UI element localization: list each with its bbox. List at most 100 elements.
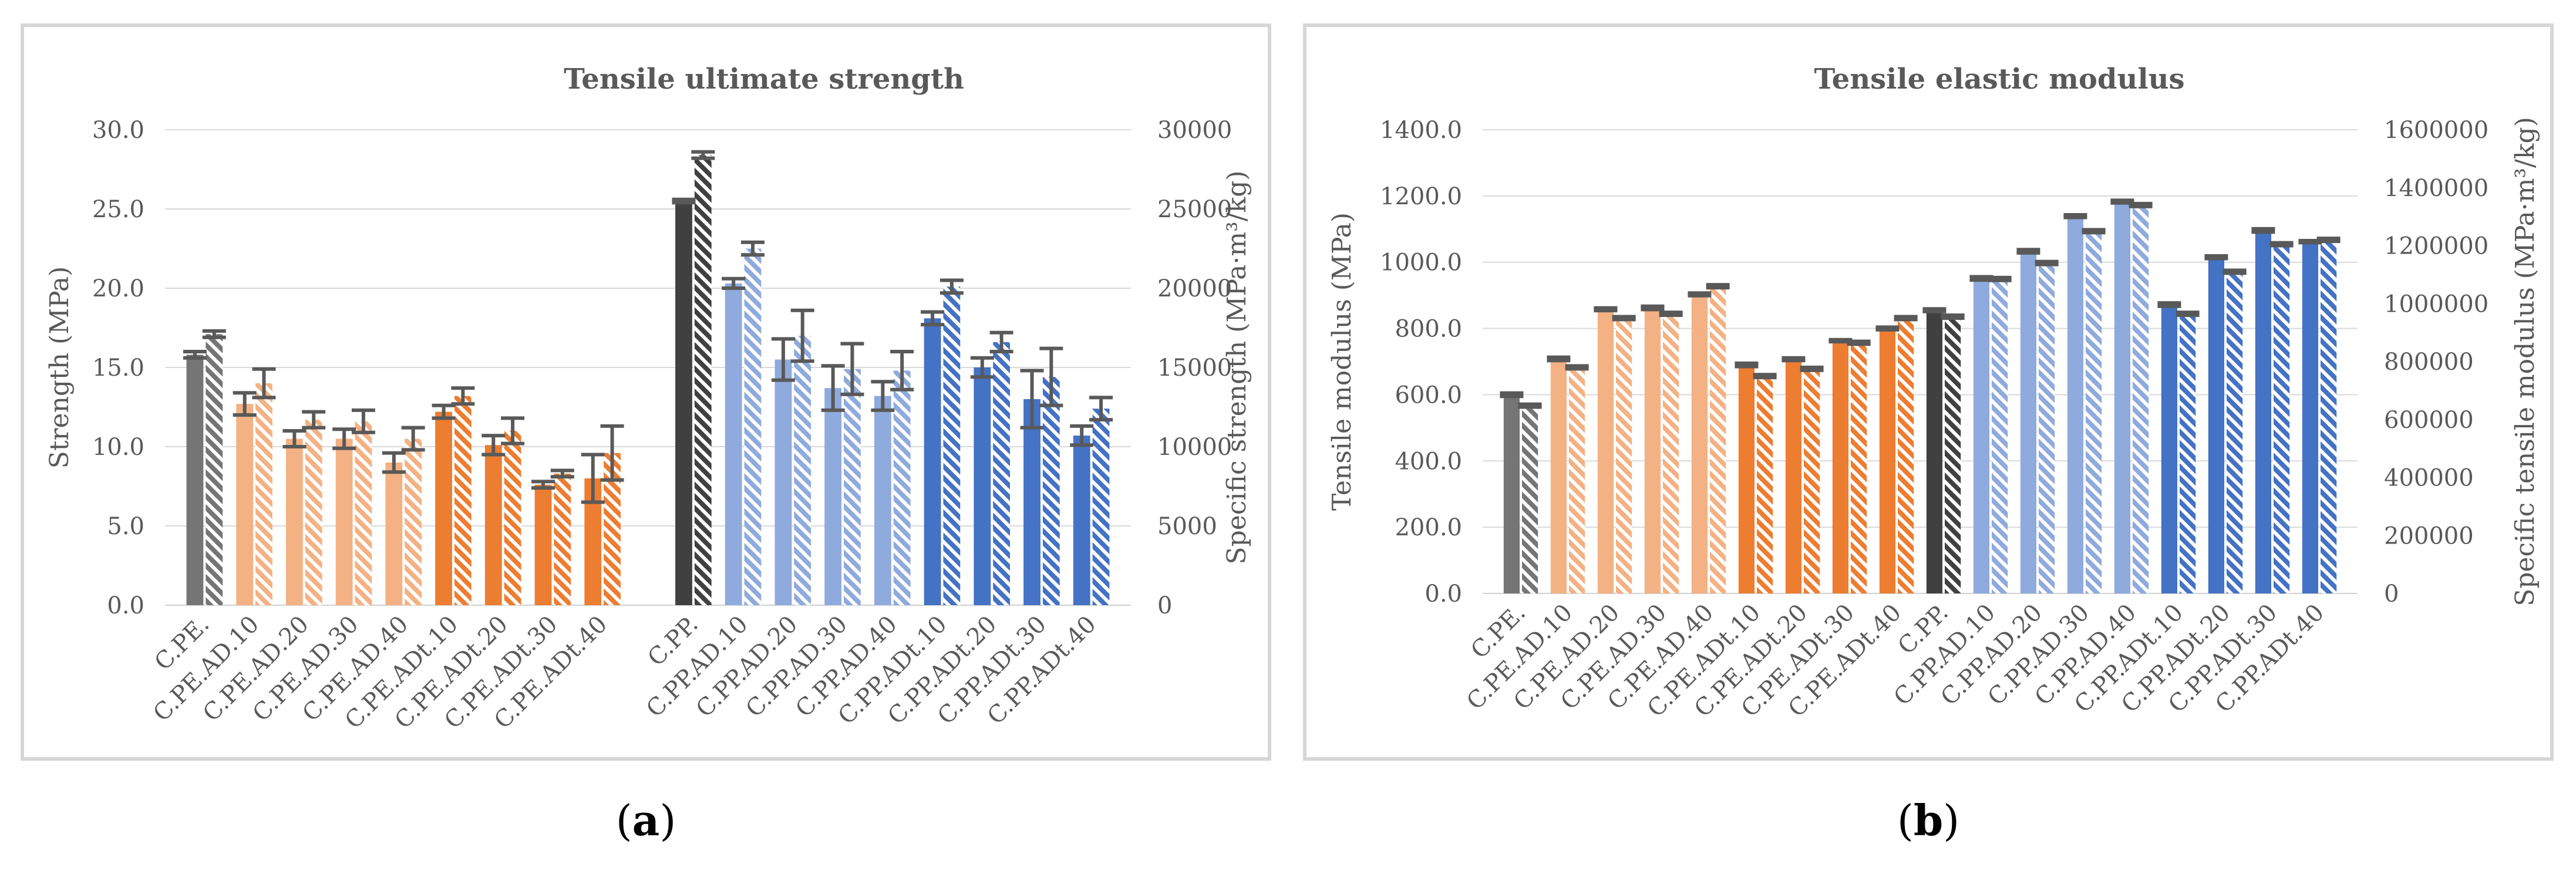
bar-tensile-modulus	[1832, 340, 1848, 593]
bar-tensile-modulus	[1973, 278, 1989, 594]
y-tick-label: 30.0	[92, 117, 144, 144]
bar-strength	[1023, 399, 1040, 605]
error-bar	[2316, 237, 2341, 244]
error-bar	[183, 350, 207, 360]
y-tick-label: 1000.0	[1380, 249, 1462, 276]
y-axis-label: Strength (MPa)	[45, 266, 75, 469]
error-bar	[1612, 315, 1636, 322]
tensile-strength-chart: Tensile ultimate strength 0.0 5.0 10.0 15.0 2…	[45, 63, 1252, 734]
bar-strength	[874, 396, 891, 605]
bar-tensile-modulus	[1644, 308, 1661, 593]
y2-tick-label: 5000	[1157, 513, 1217, 540]
error-bar	[890, 350, 914, 392]
error-bar	[1735, 361, 1759, 369]
error-bar	[451, 386, 475, 406]
error-bar	[1875, 325, 1900, 332]
bar-tensile-modulus	[2114, 201, 2130, 593]
bar-tensile-modulus	[2255, 230, 2271, 593]
bar-specific-tensile-modulus	[2321, 239, 2337, 593]
error-bar	[2223, 268, 2247, 275]
error-bar	[1847, 339, 1871, 346]
y2-tick-label: 1600000	[2384, 117, 2489, 144]
y2-tick-label: 400000	[2384, 465, 2474, 492]
bar-tensile-modulus	[2302, 241, 2318, 593]
error-bar	[672, 197, 696, 205]
bar-specific-strength	[206, 334, 223, 605]
error-bar	[989, 330, 1013, 353]
error-bar	[1782, 356, 1806, 363]
y-tick-label: 20.0	[92, 275, 144, 302]
bar-strength	[385, 463, 403, 605]
error-bar	[871, 380, 895, 412]
bar-strength	[435, 411, 452, 605]
error-bar	[1020, 369, 1044, 430]
error-bar	[1706, 283, 1730, 290]
y-tick-label: 600.0	[1395, 382, 1462, 409]
bar-specific-strength	[255, 383, 272, 605]
error-bar	[740, 240, 765, 257]
error-bar	[531, 480, 555, 490]
error-bar	[302, 410, 326, 430]
error-bar	[332, 427, 356, 450]
error-bar	[1070, 424, 1094, 447]
error-bar	[382, 451, 406, 474]
y2-tick-label: 30000	[1157, 117, 1232, 144]
bar-tensile-modulus	[2020, 251, 2036, 593]
bar-specific-strength	[844, 369, 861, 605]
error-bar	[940, 278, 964, 295]
bar-tensile-modulus	[1738, 365, 1755, 593]
chart-panel-b: Tensile elastic modulus 0.0 200.0 400.0 600.…	[1303, 23, 2554, 761]
bar-specific-tensile-modulus	[1663, 313, 1679, 593]
bar-specific-strength	[305, 420, 322, 605]
error-bar	[481, 434, 506, 457]
caption-a: (a)	[615, 795, 676, 845]
bar-specific-tensile-modulus	[1616, 318, 1632, 593]
bar-specific-tensile-modulus	[1710, 286, 1726, 593]
y2-tick-label: 25000	[1157, 196, 1232, 223]
bar-tensile-modulus	[2067, 216, 2083, 593]
bar-specific-strength	[744, 248, 762, 605]
bar-specific-tensile-modulus	[2227, 271, 2243, 593]
y2-tick-label: 15000	[1157, 355, 1232, 382]
y-tick-label: 800.0	[1395, 316, 1462, 343]
bar-specific-tensile-modulus	[2180, 313, 2196, 593]
error-bar	[2176, 311, 2200, 317]
bar-tensile-modulus	[1503, 394, 1520, 593]
error-bar	[1547, 355, 1571, 363]
y2-tick-label: 0	[2384, 581, 2399, 608]
y-axis-label: Tensile modulus (MPa)	[1327, 212, 1357, 511]
error-bar	[1894, 315, 1918, 322]
bar-specific-tensile-modulus	[2133, 205, 2149, 593]
error-bar	[233, 391, 257, 417]
bar-strength	[484, 445, 502, 605]
bar-specific-strength	[504, 431, 521, 605]
error-bar	[970, 356, 994, 379]
error-bar	[821, 364, 845, 412]
bar-specific-tensile-modulus	[1945, 316, 1961, 593]
error-bar	[600, 424, 624, 482]
bar-specific-strength	[1092, 409, 1110, 605]
bar-specific-strength	[794, 336, 811, 605]
error-bar	[2063, 213, 2087, 220]
error-bar	[921, 310, 945, 327]
error-bar	[252, 367, 276, 400]
error-bar	[282, 429, 307, 448]
bar-strength	[286, 438, 303, 605]
bar-specific-tensile-modulus	[1522, 406, 1538, 593]
bar-specific-tensile-modulus	[1992, 279, 2008, 593]
error-bar	[722, 276, 746, 290]
bar-strength	[335, 438, 353, 605]
bar-specific-strength	[355, 421, 372, 605]
y-tick-label: 5.0	[107, 513, 144, 540]
y2-tick-label: 800000	[2384, 349, 2474, 376]
bar-specific-strength	[1042, 377, 1060, 605]
y2-tick-label: 1000000	[2384, 291, 2489, 318]
y2-tick-label: 1400000	[2384, 175, 2489, 202]
y-tick-label: 15.0	[92, 355, 144, 382]
bar-specific-tensile-modulus	[1804, 369, 1820, 593]
bar-strength	[534, 484, 552, 605]
error-bar	[351, 408, 375, 434]
error-bar	[2016, 248, 2040, 255]
error-bar	[1500, 391, 1524, 399]
bar-specific-strength	[405, 438, 422, 605]
